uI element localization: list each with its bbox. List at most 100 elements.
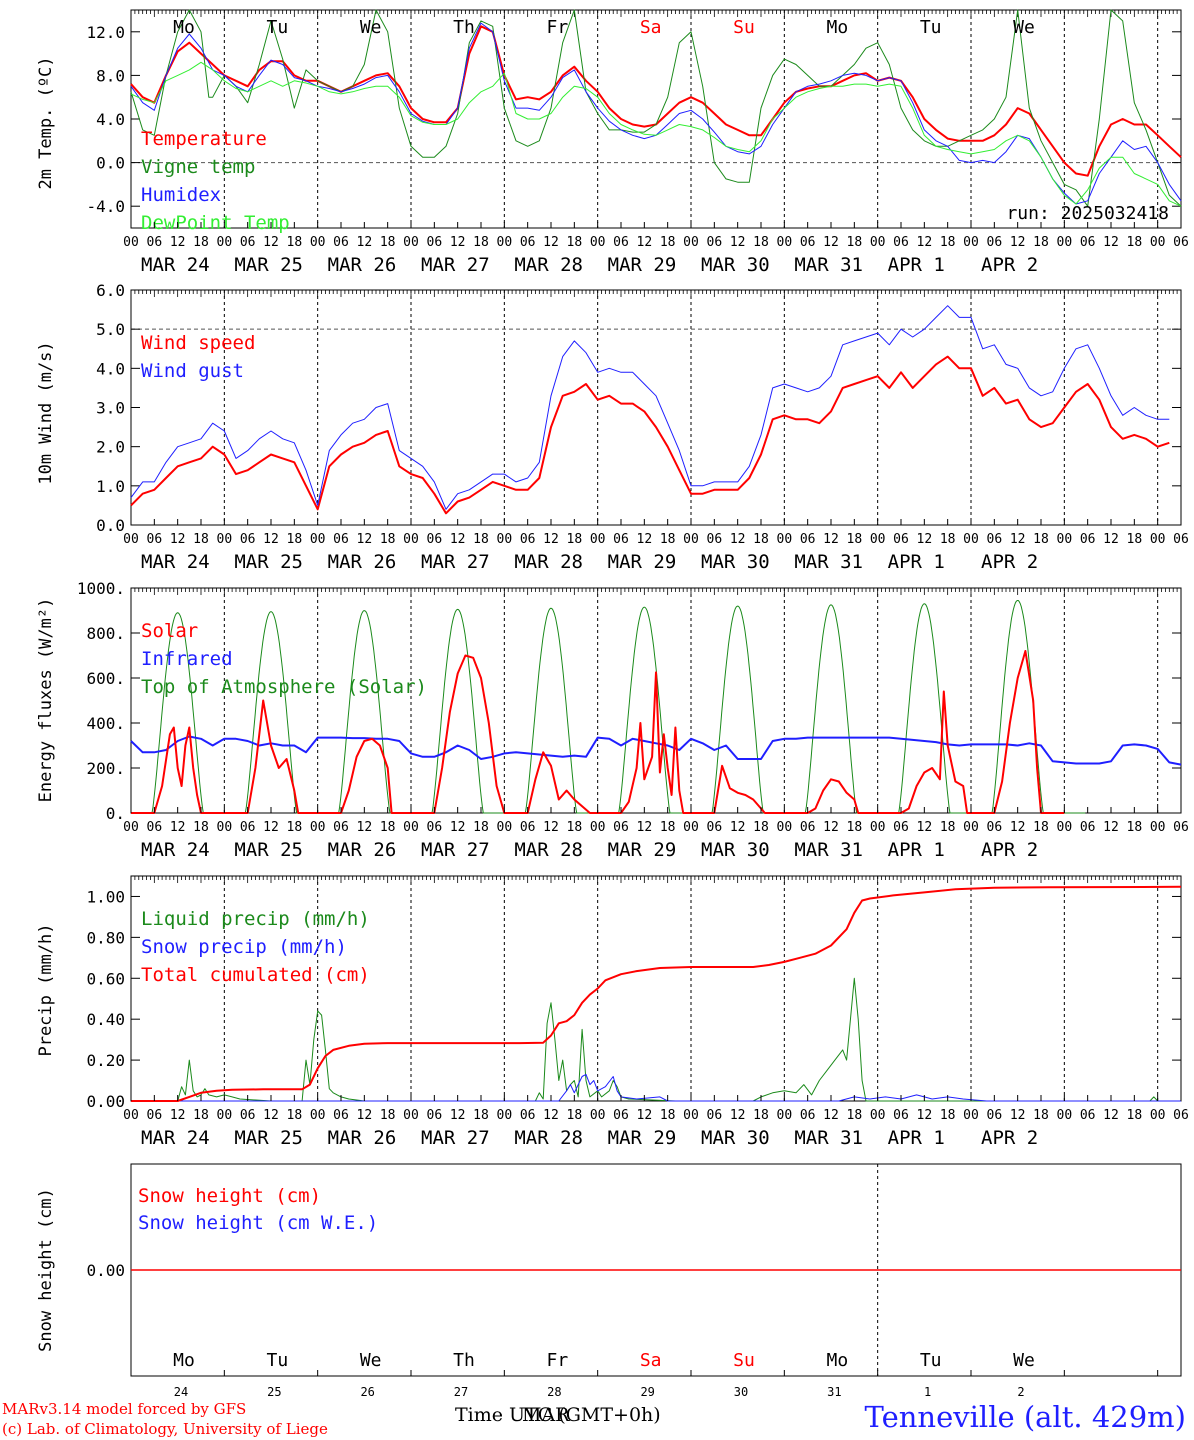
x-hour-tick-label: 06 [147,235,163,250]
x-hour-tick-label: 12 [170,532,186,547]
x-hour-tick-label: 12 [357,820,373,835]
x-hour-tick-label: 06 [893,1108,909,1123]
x-hour-tick-label: 12 [170,820,186,835]
x-date-label: MAR 29 [608,551,677,573]
y-tick-label: 4.0 [96,110,125,129]
x-hour-tick-label: 12 [1010,1108,1026,1123]
x-hour-tick-label: 06 [427,235,443,250]
weekday-label: Fr [546,17,568,38]
x-hour-tick-label: 00 [777,820,793,835]
x-hour-tick-label: 18 [287,1108,303,1123]
x-date-label: MAR 26 [328,839,397,861]
x-hour-tick-label: 18 [193,532,209,547]
y-tick-label: 6.0 [96,281,125,300]
x-hour-tick-label: 00 [963,532,979,547]
x-hour-tick-label: 18 [380,820,396,835]
weekday-label: We [360,1350,382,1371]
series-snow-precip-mm-h [131,1073,1181,1102]
x-hour-tick-label: 18 [1127,532,1143,547]
x-axis-title-overlay: MAR [522,1404,570,1426]
x-hour-tick-label: 06 [240,235,256,250]
x-hour-tick-label: 18 [193,820,209,835]
y-tick-label: 0.40 [86,1010,125,1029]
x-hour-tick-label: 18 [567,820,583,835]
x-date-label: MAR 31 [794,551,863,573]
weekday-label: We [1013,1350,1035,1371]
x-hour-tick-label: 18 [567,532,583,547]
x-date-label: MAR 26 [328,1127,397,1149]
plot-frame [130,289,1182,526]
x-date-label: MAR 31 [794,1127,863,1149]
x-hour-tick-label: 06 [520,235,536,250]
y-tick-label: 0.0 [96,154,125,173]
x-hour-tick-label: 18 [567,235,583,250]
weekday-label: Tu [920,1350,942,1371]
x-hour-tick-label: 00 [1057,820,1073,835]
panel-snow: 0.00 Snow height (cm) Snow height (cm) Snow… [36,1163,1182,1399]
x-hour-tick-label: 06 [987,820,1003,835]
x-hour-tick-label: 12 [730,532,746,547]
x-hour-tick-label: 18 [660,1108,676,1123]
legend-entry: Snow precip (mm/h) [141,936,347,958]
series-infrared [130,735,1182,766]
x-hour-tick-label: 12 [823,1108,839,1123]
copyright-credit: (c) Lab. of Climatology, University of L… [2,1420,328,1438]
x-hour-tick-label: 18 [380,235,396,250]
x-hour-tick-label: 06 [1173,532,1189,547]
x-hour-tick-label: 18 [660,235,676,250]
legend-entry: Top of Atmosphere (Solar) [141,676,427,698]
y-tick-label: 4.0 [96,359,125,378]
x-hour-tick-label: 12 [637,532,653,547]
x-hour-tick-label: 12 [823,532,839,547]
x-hour-tick-label: 00 [403,235,419,250]
x-hour-tick-label: 18 [753,235,769,250]
x-hour-tick-label: 12 [1010,820,1026,835]
x-hour-tick-label: 18 [1033,235,1049,250]
x-date-label: MAR 29 [608,254,677,276]
x-hour-tick-label: 00 [310,1108,326,1123]
x-hour-tick-label: 06 [240,820,256,835]
y-tick-label: 600. [86,669,125,688]
run-label: run: 2025032418 [1006,203,1169,224]
x-hour-tick-label: 18 [753,820,769,835]
x-hour-tick-label: 06 [427,1108,443,1123]
x-hour-tick-label: 06 [800,235,816,250]
x-date-label: MAR 25 [234,551,303,573]
x-hour-tick-label: 12 [263,235,279,250]
x-hour-tick-label: 12 [450,820,466,835]
x-hour-tick-label: 12 [543,1108,559,1123]
x-date-label: APR 1 [888,254,945,276]
x-hour-tick-label: 06 [240,532,256,547]
x-hour-tick-label: 06 [987,532,1003,547]
x-hour-tick-label: 00 [123,532,139,547]
x-hour-tick-label: 00 [963,1108,979,1123]
x-date-label: MAR 30 [701,839,770,861]
x-date-label: MAR 31 [794,839,863,861]
x-hour-tick-label: 06 [427,532,443,547]
panel-temperature: -4.0 0.0 4.0 8.0 12.0 2m Temp. (ºC) Temperatur… [36,9,1189,276]
x-hour-tick-label: 00 [870,820,886,835]
x-date-label: MAR 26 [328,551,397,573]
y-axis-label: 10m Wind (m/s) [36,341,56,484]
legend-entry: Liquid precip (mm/h) [141,908,370,930]
x-hour-tick-label: 00 [497,532,513,547]
x-hour-tick-label: 12 [450,532,466,547]
panel-wind: 0.0 1.0 2.0 3.0 4.0 5.0 6.0 10m Wind (m/s) Wind … [36,281,1189,573]
x-hour-tick-label: 00 [497,1108,513,1123]
series-total-cumulated-cm [131,885,1182,1102]
x-hour-tick-label: 18 [940,532,956,547]
x-date-label: MAR 24 [141,1127,210,1149]
x-date-label: MAR 30 [701,1127,770,1149]
y-tick-label: 3.0 [96,399,125,418]
y-tick-label: 1.0 [96,477,125,496]
x-hour-tick-label: 00 [123,820,139,835]
x-date-label: MAR 28 [514,839,583,861]
x-date-label: MAR 28 [514,1127,583,1149]
x-hour-tick-label: 12 [1103,532,1119,547]
x-hour-tick-label: 00 [403,1108,419,1123]
x-hour-tick-label: 18 [287,235,303,250]
legend-entry: Wind gust [141,360,244,382]
x-date-label: MAR 24 [141,839,210,861]
x-hour-tick-label: 00 [497,820,513,835]
